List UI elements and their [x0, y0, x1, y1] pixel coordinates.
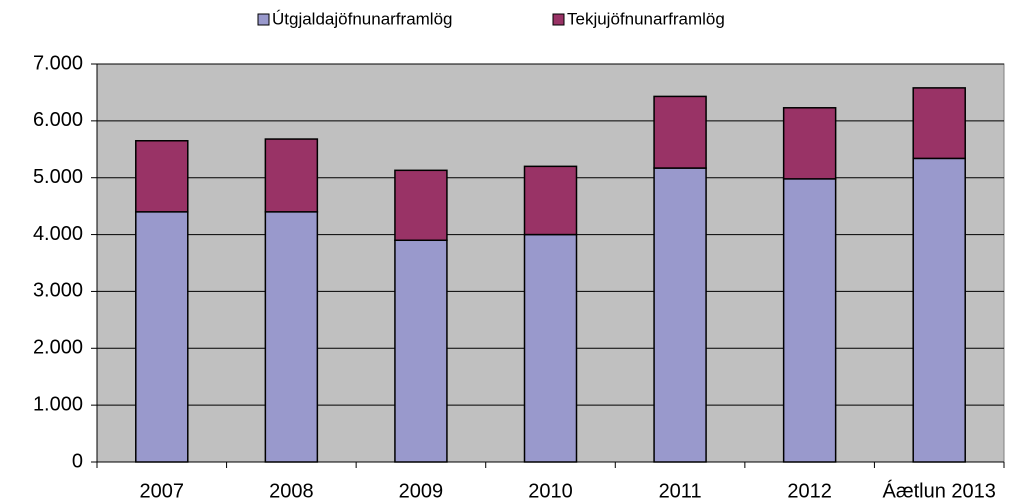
bar-segment [523, 233, 578, 463]
bar-segment [912, 87, 966, 160]
y-tick-label: 7.000 [33, 52, 83, 74]
x-tick-label: 2007 [140, 480, 185, 502]
bar-segment [653, 95, 707, 169]
bar-segment [394, 239, 448, 463]
y-tick-label: 5.000 [33, 166, 83, 188]
x-tick-label: 2012 [787, 480, 832, 502]
bar-segment [653, 167, 707, 463]
bar-segment [523, 165, 578, 236]
x-tick-label: 2010 [528, 480, 573, 502]
bar-segment [264, 138, 319, 213]
bar-segment [912, 157, 966, 463]
y-tick-label: 1.000 [33, 393, 83, 415]
y-tick-label: 2.000 [33, 337, 83, 359]
y-tick-label: 0 [72, 450, 83, 472]
y-tick-label: 6.000 [33, 109, 83, 131]
legend-swatch [257, 13, 270, 26]
x-tick-label: 2009 [399, 480, 444, 502]
legend-swatch [552, 13, 565, 26]
legend-label: Útgjaldajöfnunarframlög [272, 9, 453, 28]
bar-segment [782, 107, 837, 180]
x-tick-label: Áætlun 2013 [883, 479, 996, 502]
bar-segment [394, 169, 448, 242]
x-tick-label: 2011 [659, 480, 702, 502]
bar-segment [135, 140, 189, 213]
bar-segment [264, 211, 319, 463]
y-tick-label: 4.000 [33, 223, 83, 245]
bar-segment [135, 211, 189, 463]
y-tick-label: 3.000 [33, 280, 83, 302]
legend-label: Tekjujöfnunarframlög [567, 9, 725, 28]
x-tick-label: 2008 [269, 480, 314, 502]
bar-segment [782, 178, 837, 463]
